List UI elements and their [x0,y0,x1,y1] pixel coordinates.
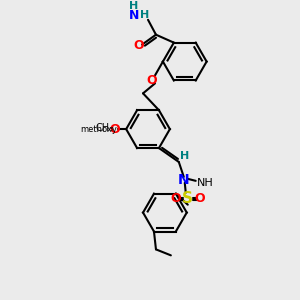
Text: O: O [170,192,181,205]
Text: S: S [182,191,193,206]
Text: H: H [140,10,150,20]
Text: O: O [134,39,144,52]
Text: O: O [147,74,157,87]
Text: H: H [130,1,139,11]
Text: N: N [129,9,139,22]
Text: H: H [180,151,189,161]
Text: N: N [178,173,190,187]
Text: O: O [109,123,119,136]
Text: O: O [194,192,205,205]
Text: CH₃: CH₃ [95,123,113,133]
Text: NH: NH [197,178,214,188]
Text: methoxy: methoxy [80,124,117,134]
